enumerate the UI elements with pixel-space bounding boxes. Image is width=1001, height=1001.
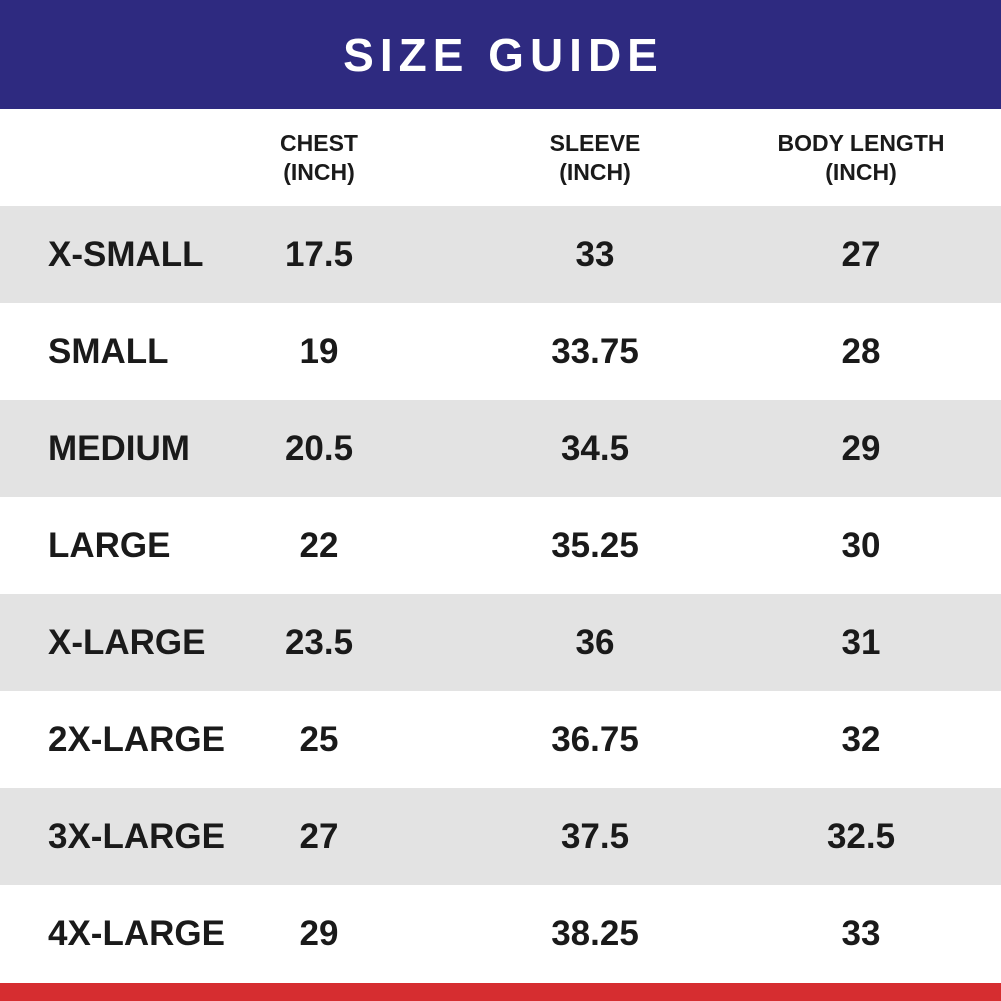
column-header-label: SLEEVE <box>549 129 641 156</box>
sleeve-value: 33.75 <box>551 332 639 371</box>
title-banner: SIZE GUIDE <box>0 0 1001 109</box>
size-label: MEDIUM <box>48 429 190 468</box>
column-header-unit: (INCH) <box>283 158 355 185</box>
sleeve-value: 33 <box>575 235 615 274</box>
chest-value: 19 <box>299 332 339 371</box>
table-row: X-SMALL 17.5 33 27 <box>0 206 1001 303</box>
chest-value: 29 <box>299 914 339 953</box>
size-label: X-LARGE <box>48 623 206 662</box>
size-label: 4X-LARGE <box>48 914 225 953</box>
table-row: X-LARGE 23.5 36 31 <box>0 594 1001 691</box>
body-length-value: 32 <box>841 720 881 759</box>
body-length-value: 28 <box>841 332 881 371</box>
column-header-label: BODY LENGTH <box>777 129 945 156</box>
size-label: SMALL <box>48 332 169 371</box>
size-label: 3X-LARGE <box>48 817 225 856</box>
table-row: 4X-LARGE 29 38.25 33 <box>0 885 1001 982</box>
column-header-body-length: BODY LENGTH (INCH) <box>778 109 945 206</box>
column-header-chest: CHEST (INCH) <box>280 109 358 206</box>
column-header-unit: (INCH) <box>825 158 897 185</box>
page-title: SIZE GUIDE <box>343 28 664 81</box>
chest-value: 27 <box>299 817 339 856</box>
sleeve-value: 35.25 <box>551 526 639 565</box>
chest-value: 23.5 <box>284 623 354 662</box>
sleeve-value: 36.75 <box>551 720 639 759</box>
sleeve-value: 34.5 <box>560 429 630 468</box>
chest-value: 22 <box>299 526 339 565</box>
table-row: SMALL 19 33.75 28 <box>0 303 1001 400</box>
table-row: LARGE 22 35.25 30 <box>0 497 1001 594</box>
column-header-row: CHEST (INCH) SLEEVE (INCH) BODY LENGTH (… <box>0 109 1001 206</box>
size-table: X-SMALL 17.5 33 27 SMALL 19 33.75 28 MED… <box>0 206 1001 982</box>
body-length-value: 27 <box>841 235 881 274</box>
body-length-value: 31 <box>841 623 881 662</box>
size-label: X-SMALL <box>48 235 204 274</box>
body-length-value: 29 <box>841 429 881 468</box>
sleeve-value: 37.5 <box>560 817 630 856</box>
chest-value: 17.5 <box>284 235 354 274</box>
body-length-value: 30 <box>841 526 881 565</box>
chest-value: 20.5 <box>284 429 354 468</box>
chest-value: 25 <box>299 720 339 759</box>
body-length-value: 33 <box>841 914 881 953</box>
sleeve-value: 36 <box>575 623 615 662</box>
size-label: 2X-LARGE <box>48 720 225 759</box>
body-length-value: 32.5 <box>826 817 896 856</box>
sleeve-value: 38.25 <box>551 914 639 953</box>
table-row: 2X-LARGE 25 36.75 32 <box>0 691 1001 788</box>
table-row: 3X-LARGE 27 37.5 32.5 <box>0 788 1001 885</box>
column-header-label: CHEST <box>280 129 358 156</box>
bottom-accent-bar <box>0 983 1001 1001</box>
table-row: MEDIUM 20.5 34.5 29 <box>0 400 1001 497</box>
column-header-sleeve: SLEEVE (INCH) <box>550 109 641 206</box>
size-label: LARGE <box>48 526 171 565</box>
column-header-unit: (INCH) <box>559 158 631 185</box>
